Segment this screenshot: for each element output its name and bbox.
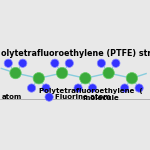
Circle shape — [103, 67, 114, 79]
Circle shape — [4, 59, 12, 67]
Circle shape — [33, 73, 45, 84]
Text: Fluorine atom: Fluorine atom — [55, 94, 110, 100]
Circle shape — [97, 59, 105, 67]
Circle shape — [80, 73, 91, 84]
Circle shape — [120, 84, 129, 92]
Circle shape — [112, 59, 120, 67]
Circle shape — [51, 59, 59, 67]
Text: atom: atom — [2, 94, 22, 100]
Circle shape — [19, 59, 27, 67]
Circle shape — [135, 84, 143, 92]
Circle shape — [88, 84, 97, 92]
Circle shape — [56, 67, 68, 79]
Text: olytetrafluoroethylene (PTFE) structure: olytetrafluoroethylene (PTFE) structure — [0, 49, 150, 58]
Circle shape — [126, 73, 138, 84]
Circle shape — [65, 59, 74, 67]
Circle shape — [10, 67, 21, 79]
Circle shape — [42, 84, 50, 92]
Circle shape — [27, 84, 36, 92]
Circle shape — [45, 93, 53, 101]
Text: Polytetrafluoroethylene  (
        molecule: Polytetrafluoroethylene ( molecule — [39, 88, 142, 101]
Circle shape — [74, 84, 82, 92]
